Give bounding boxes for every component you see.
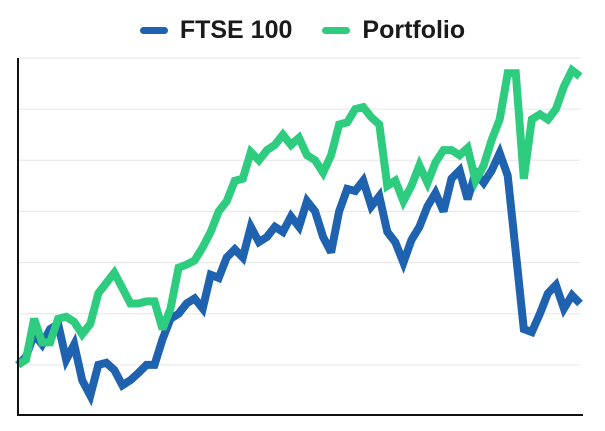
legend-swatch-portfolio [322, 26, 351, 34]
legend: FTSE 100 Portfolio [0, 12, 605, 48]
gridlines [18, 57, 580, 366]
legend-label-portfolio: Portfolio [362, 15, 466, 44]
series-line-ftse-100[interactable] [15, 142, 583, 407]
legend-label-ftse: FTSE 100 [179, 15, 293, 44]
series-lines [15, 64, 583, 407]
legend-item-portfolio[interactable]: Portfolio [322, 16, 465, 45]
series-line-portfolio[interactable] [15, 64, 583, 369]
legend-swatch-ftse [139, 26, 168, 34]
legend-item-ftse[interactable]: FTSE 100 [139, 15, 293, 45]
